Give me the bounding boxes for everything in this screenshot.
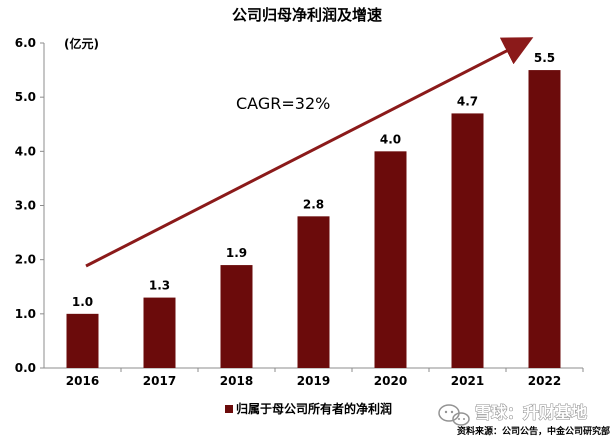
y-axis: 0.0 1.0 2.0 3.0 4.0 5.0 6.0 [15,36,45,375]
bar [66,313,99,368]
bar [143,297,176,368]
x-tick-label: 2020 [374,374,407,388]
bar [374,151,407,368]
bars [66,70,561,369]
y-tick-label: 2.0 [15,253,36,267]
x-tick-label: 2021 [451,374,484,388]
legend: 归属于母公司所有者的净利润 [225,401,392,416]
bar [451,113,484,369]
y-tick-label: 5.0 [15,90,36,104]
bar-value-label: 1.3 [149,279,170,293]
y-tick-label: 4.0 [15,144,36,158]
bar-value-label: 1.0 [72,295,93,309]
y-tick-label: 0.0 [15,361,36,375]
y-tick-label: 3.0 [15,199,36,213]
bar [528,70,561,368]
bar [220,265,253,368]
bar-value-label: 4.7 [457,94,478,108]
x-tick-label: 2018 [220,374,253,388]
watermark: 雪球：升财基地 [438,403,588,426]
x-tick-label: 2017 [143,374,176,388]
y-tick-label: 6.0 [15,36,36,50]
x-tick-label: 2022 [528,374,561,388]
chart-title: 公司归母净利润及增速 [232,6,382,24]
bar-value-label: 4.0 [380,132,401,146]
watermark-text: 雪球：升财基地 [475,403,587,422]
trend-arrow [85,37,534,268]
legend-swatch [225,405,233,413]
legend-label: 归属于母公司所有者的净利润 [236,401,392,416]
wechat-icon [438,404,470,426]
y-axis-unit-label: (亿元) [64,36,99,51]
data-labels: 1.0 1.3 1.9 2.8 4.0 4.7 5.5 [72,51,555,309]
y-tick-label: 1.0 [15,307,36,321]
x-tick-label: 2016 [66,374,99,388]
x-axis: 2016 2017 2018 2019 2020 2021 2022 [44,367,584,388]
bar [297,216,330,368]
bar-value-label: 5.5 [534,51,555,65]
x-tick-label: 2019 [297,374,330,388]
bar-value-label: 2.8 [303,197,324,211]
cagr-label: CAGR=32% [236,94,330,113]
source-label: 资料来源：公司公告，中金公司研究部 [457,425,610,437]
bar-value-label: 1.9 [226,246,247,260]
